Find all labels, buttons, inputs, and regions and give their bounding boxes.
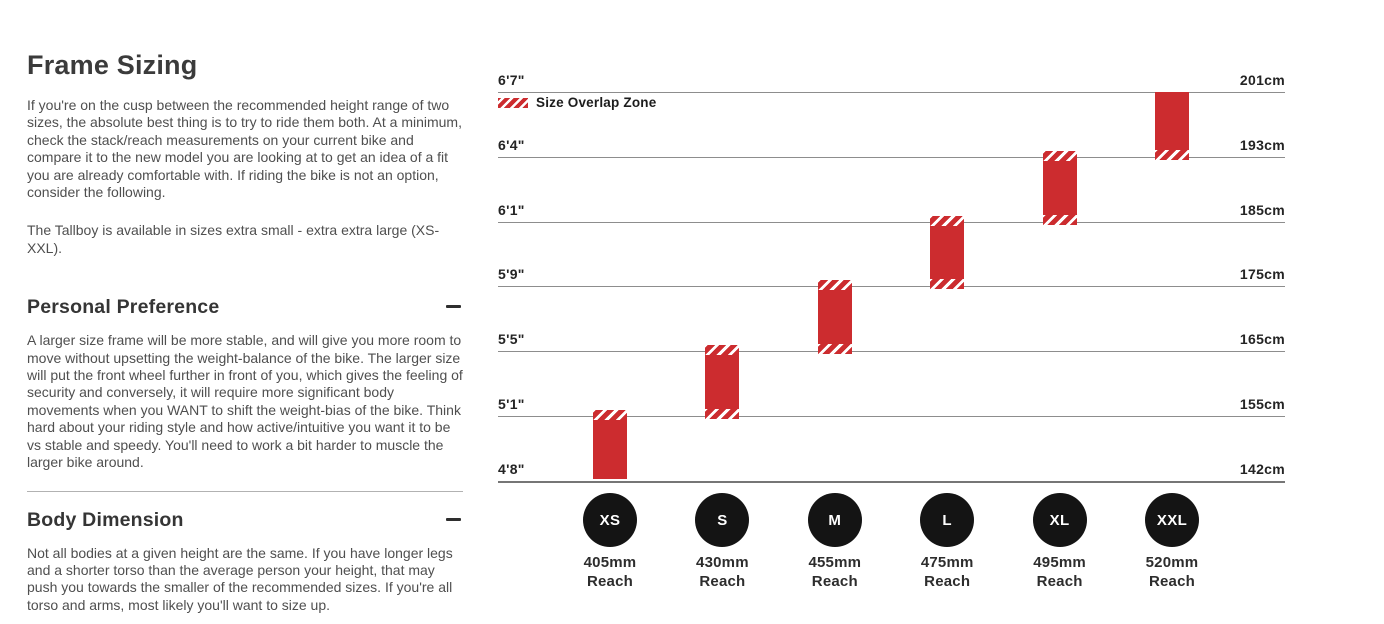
overlap-zone-bottom (705, 408, 740, 419)
height-label-imperial: 4'8" (498, 460, 525, 477)
size-bar-xxl (1155, 92, 1189, 160)
height-label-imperial: 5'1" (498, 396, 525, 412)
height-label-metric: 165cm (1239, 331, 1285, 348)
size-bar-l (930, 215, 965, 290)
gridline (498, 416, 1285, 417)
height-label-imperial: 5'5" (498, 331, 525, 348)
overlap-zone-top (817, 280, 852, 291)
size-badge-m: M (807, 493, 862, 547)
sizing-chart: Size Overlap Zone 6'7" 201cm 6'4" 193cm 6'1"… (490, 0, 1290, 624)
overlap-zone-top (930, 215, 965, 226)
personal-preference-paragraph: A larger size frame will be more stable,… (27, 332, 463, 471)
reach-label-xxl: 520mm Reach (1145, 554, 1199, 590)
body-dimension-paragraph: Not all bodies at a given height are the… (27, 544, 453, 613)
accordion-header-personal-preference[interactable]: Personal Preference (27, 296, 463, 319)
size-bar-m (817, 280, 852, 355)
reach-label-l: 475mm Reach (920, 554, 974, 590)
overlap-hatch-swatch-icon (498, 97, 528, 108)
overlap-zone-bottom (930, 279, 965, 290)
page-title: Frame Sizing (27, 50, 198, 80)
overlap-zone-top (705, 345, 740, 356)
size-badge-xxl: XXL (1145, 493, 1199, 547)
size-bar-xs (593, 410, 627, 479)
overlap-zone-bottom (817, 344, 852, 355)
accordion-header-body-dimension[interactable]: Body Dimension (27, 509, 463, 532)
gridline (498, 480, 1285, 483)
reach-label-xl: 495mm Reach (1033, 554, 1086, 590)
gridline (498, 156, 1285, 158)
gridline (498, 351, 1285, 353)
size-badge-xs: XS (583, 493, 637, 547)
height-label-imperial: 6'1" (498, 201, 525, 218)
overlap-zone-top (593, 410, 627, 420)
overlap-zone-top (1042, 150, 1077, 161)
gridline (498, 221, 1285, 223)
reach-label-s: 430mm Reach (696, 554, 749, 590)
frame-sizing-text-column: Frame Sizing If you're on the cusp betwe… (27, 0, 463, 614)
height-label-metric: 155cm (1239, 396, 1285, 412)
section-heading-body-dimension: Body Dimension (27, 508, 184, 531)
minus-icon[interactable] (446, 517, 461, 521)
size-badge-s: S (695, 493, 750, 547)
reach-label-xs: 405mm Reach (583, 554, 637, 590)
height-label-metric: 193cm (1239, 136, 1285, 153)
overlap-zone-bottom (1042, 214, 1077, 225)
height-label-metric: 175cm (1239, 266, 1285, 283)
height-label-imperial: 6'4" (498, 136, 525, 153)
intro-paragraph: If you're on the cusp between the recomm… (27, 97, 462, 201)
height-label-imperial: 6'7" (498, 72, 525, 88)
legend-label: Size Overlap Zone (536, 95, 657, 110)
section-heading-personal-preference: Personal Preference (27, 296, 220, 319)
size-bar-xl (1042, 150, 1077, 225)
minus-icon[interactable] (446, 305, 461, 309)
section-divider (27, 490, 463, 492)
size-badge-l: L (920, 493, 975, 547)
size-badge-xl: XL (1032, 493, 1087, 547)
availability-paragraph: The Tallboy is available in sizes extra … (27, 222, 440, 256)
chart-legend: Size Overlap Zone (498, 95, 656, 110)
overlap-zone-bottom (1155, 149, 1189, 160)
height-label-imperial: 5'9" (498, 266, 525, 283)
gridline (498, 92, 1285, 93)
height-label-metric: 142cm (1239, 460, 1285, 477)
gridline (498, 286, 1285, 288)
reach-label-m: 455mm Reach (808, 554, 862, 590)
size-bar-s (705, 345, 740, 419)
height-label-metric: 185cm (1239, 201, 1285, 218)
height-label-metric: 201cm (1239, 72, 1285, 88)
